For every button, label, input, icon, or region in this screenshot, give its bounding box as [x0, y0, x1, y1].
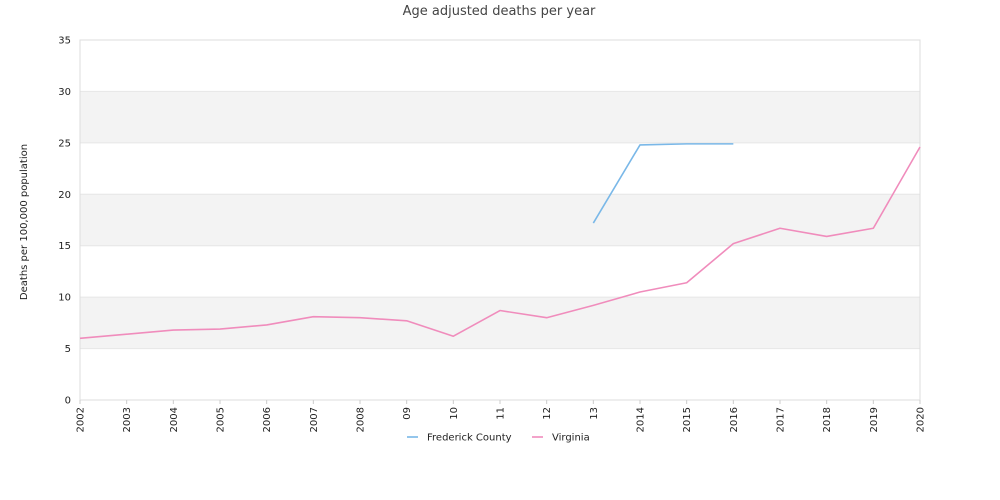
chart-title: Age adjusted deaths per year [403, 4, 596, 19]
y-tick-label: 25 [58, 138, 71, 149]
x-tick-label: 2007 [309, 407, 320, 432]
x-tick-label: 2004 [169, 407, 180, 432]
series-line [79, 146, 921, 340]
x-tick-label: 2005 [216, 407, 227, 432]
x-tick-label: 2018 [822, 407, 833, 432]
x-tick-label: 2006 [262, 407, 273, 432]
y-tick-label: 15 [58, 241, 71, 252]
x-tick-label: 2020 [916, 407, 927, 432]
y-tick-label: 0 [65, 396, 71, 407]
grid-band [80, 91, 920, 143]
legend-label: Frederick County [427, 433, 512, 444]
x-tick-label: 2016 [729, 407, 740, 432]
grid-band [80, 297, 920, 349]
x-axis-ticks: 2002 2003 2004 2005 2006 2007 2008 09 10 11 12 13 20… [76, 400, 927, 432]
x-tick-label: 2017 [776, 407, 787, 432]
x-tick-label: 2008 [356, 407, 367, 432]
series-lines [79, 143, 921, 340]
x-tick-label: 2019 [869, 407, 880, 432]
y-axis-label: Deaths per 100,000 population [19, 144, 30, 300]
x-tick-label: 09 [402, 407, 413, 420]
y-tick-label: 20 [58, 190, 71, 201]
y-tick-label: 5 [65, 344, 71, 355]
x-tick-label: 2002 [76, 407, 87, 432]
x-tick-label: 2014 [636, 407, 647, 432]
x-tick-label: 2003 [122, 407, 133, 432]
x-tick-label: 10 [449, 407, 460, 420]
y-axis-ticks: 0 5 10 15 20 25 30 35 [58, 36, 71, 407]
x-tick-label: 13 [589, 407, 600, 420]
y-tick-label: 10 [58, 293, 71, 304]
legend-label: Virginia [552, 433, 590, 444]
x-tick-label: 2015 [682, 407, 693, 432]
series-line [592, 143, 734, 224]
x-tick-label: 11 [496, 407, 507, 420]
y-tick-label: 30 [58, 87, 71, 98]
legend: Frederick County Virginia [407, 433, 590, 444]
grid-bands [80, 91, 920, 349]
x-tick-label: 12 [542, 407, 553, 420]
y-tick-label: 35 [58, 36, 71, 47]
grid-band [80, 194, 920, 246]
